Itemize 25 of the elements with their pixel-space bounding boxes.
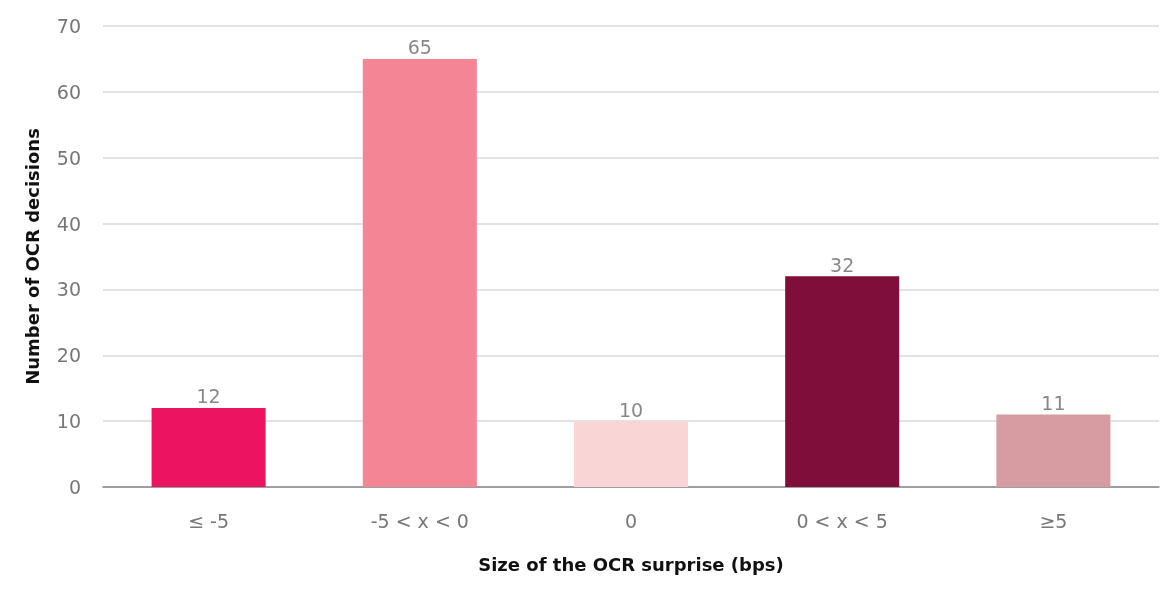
data-label: 12 bbox=[196, 385, 221, 408]
x-tick-label: ≥5 bbox=[1039, 509, 1068, 532]
bar bbox=[996, 414, 1111, 487]
x-tick-label: 0 < x < 5 bbox=[796, 509, 888, 532]
y-tick-label: 60 bbox=[56, 80, 81, 103]
y-tick-label: 30 bbox=[56, 278, 81, 301]
y-axis-title: Number of OCR decisions bbox=[21, 128, 43, 385]
y-tick-label: 40 bbox=[56, 212, 81, 235]
bar bbox=[362, 58, 477, 487]
data-label: 32 bbox=[830, 253, 855, 276]
x-axis-title: Size of the OCR surprise (bps) bbox=[478, 553, 784, 575]
data-label: 10 bbox=[618, 398, 644, 421]
data-label: 65 bbox=[407, 36, 432, 59]
x-tick-label: 0 bbox=[624, 509, 638, 532]
bar bbox=[151, 407, 266, 487]
bar bbox=[785, 276, 900, 487]
y-tick-label: 50 bbox=[56, 146, 81, 169]
x-tick-label: ≤ -5 bbox=[188, 509, 230, 532]
y-tick-label: 70 bbox=[56, 15, 81, 37]
y-tick-label: 20 bbox=[56, 344, 81, 367]
y-tick-label: 10 bbox=[56, 410, 81, 433]
bar bbox=[573, 421, 689, 487]
x-tick-label: -5 < x < 0 bbox=[370, 509, 469, 532]
y-tick-label: 0 bbox=[68, 476, 81, 498]
data-label: 11 bbox=[1041, 392, 1066, 415]
